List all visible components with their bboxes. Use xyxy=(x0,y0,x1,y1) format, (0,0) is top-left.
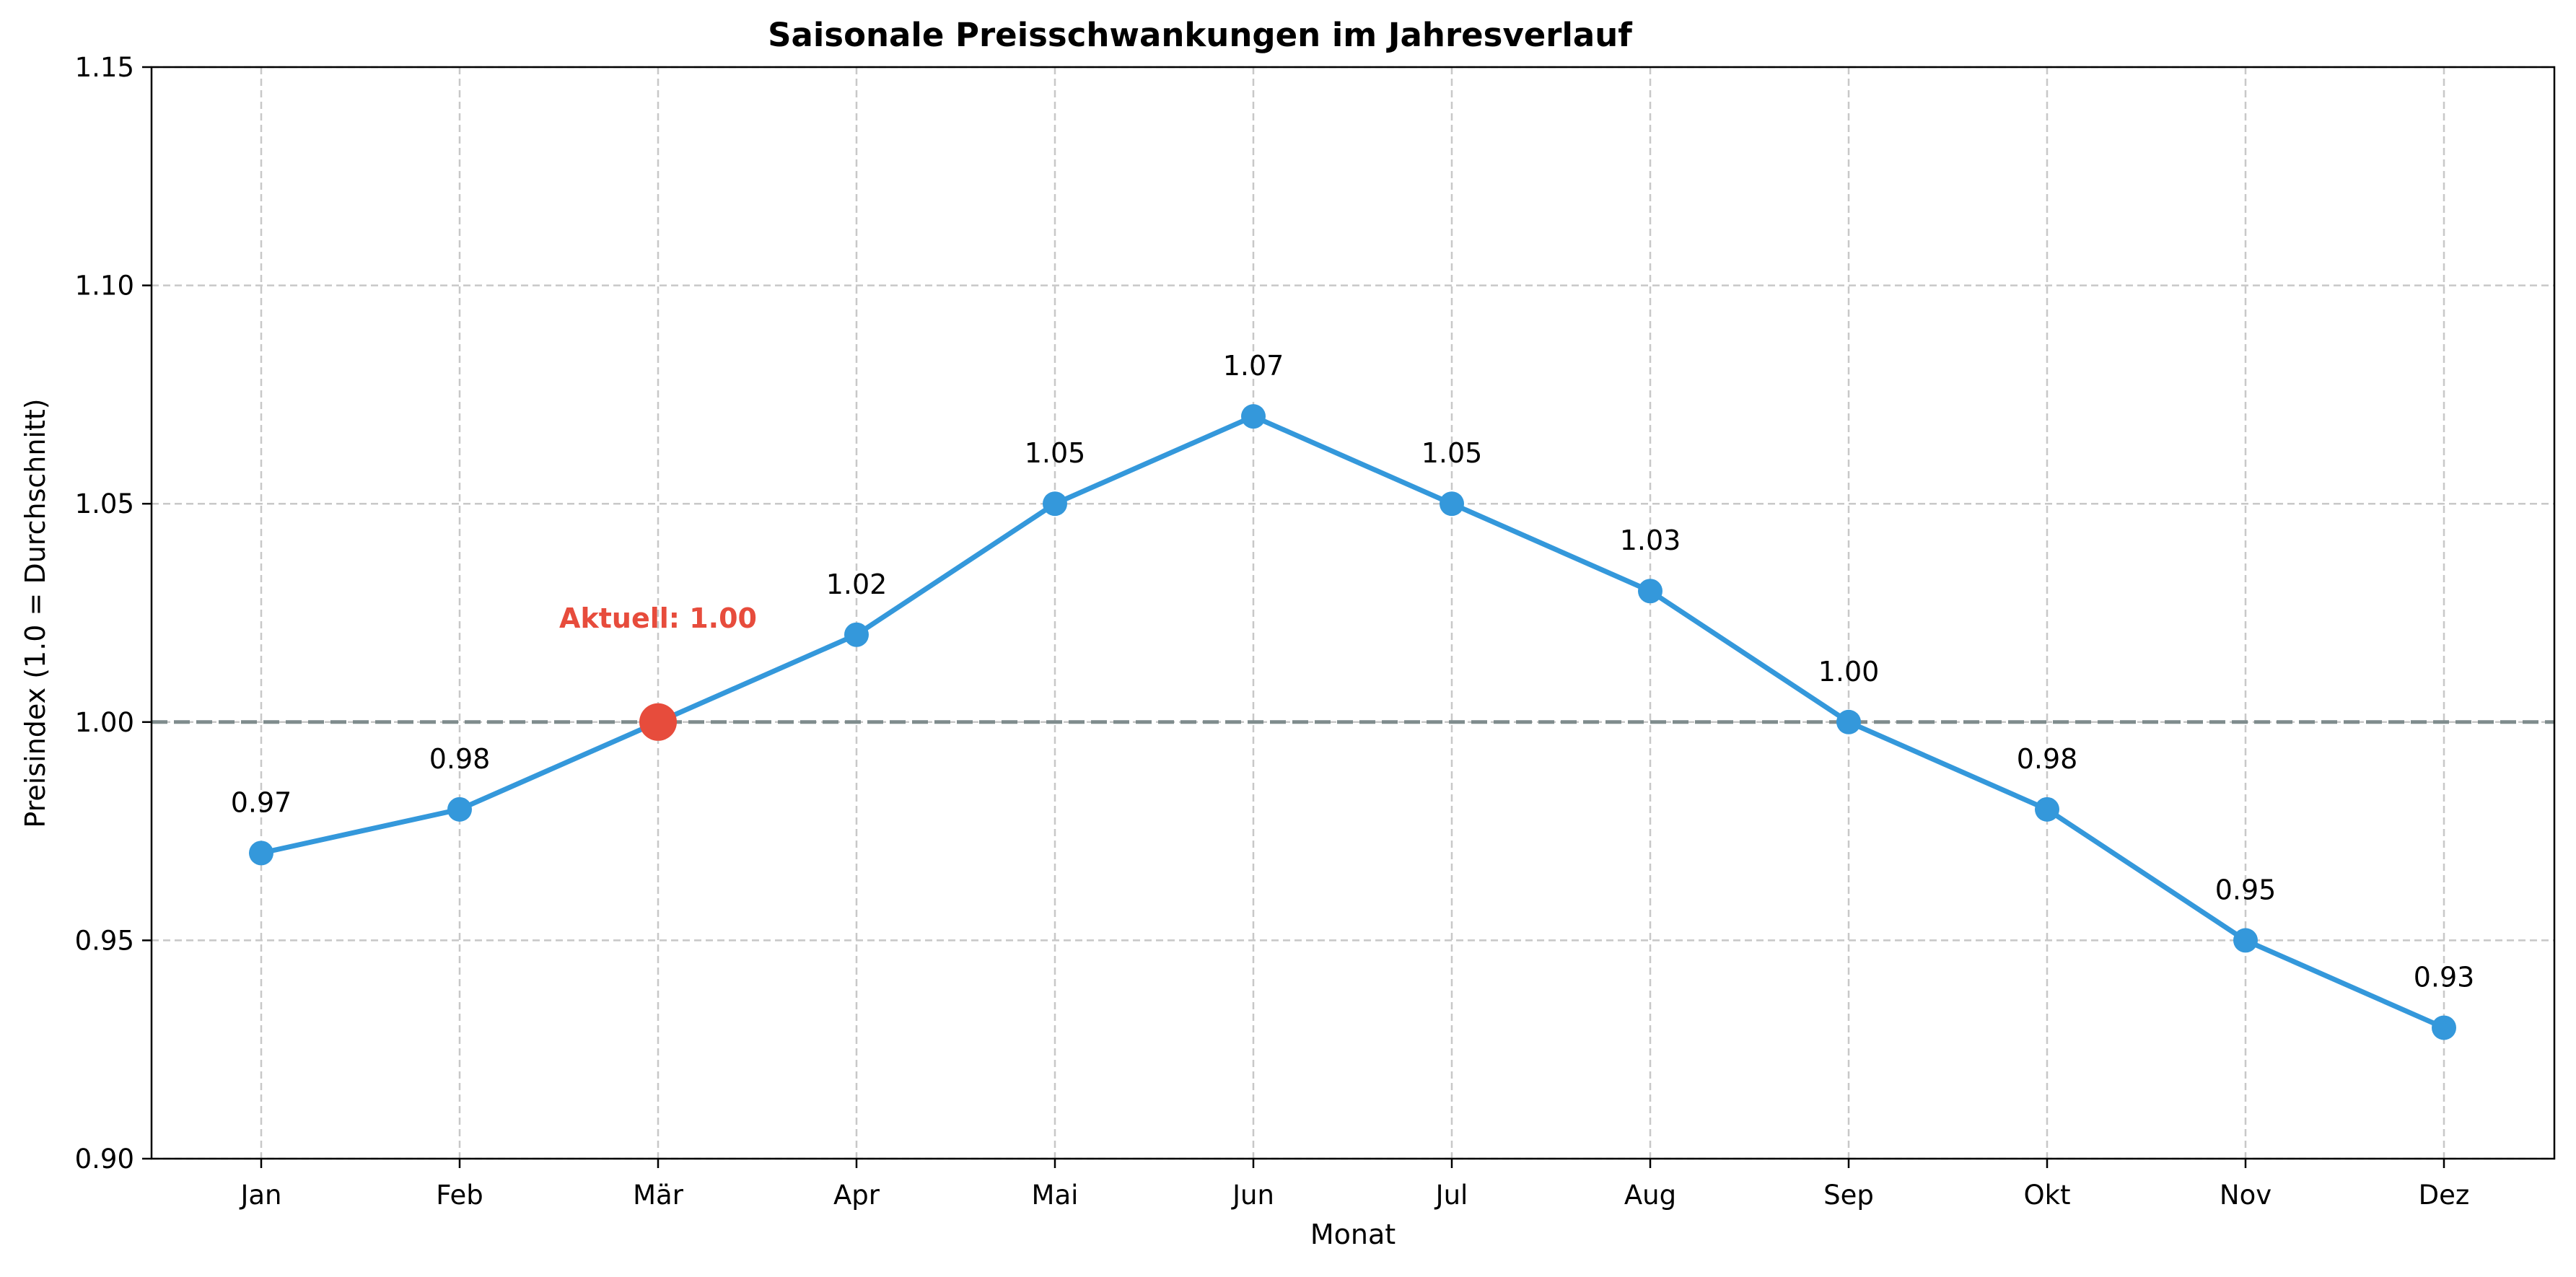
data-label: 1.00 xyxy=(1818,656,1880,688)
data-point xyxy=(1440,491,1464,517)
x-tick-label: Apr xyxy=(833,1180,880,1211)
data-label: 0.97 xyxy=(231,786,292,818)
data-point xyxy=(1836,709,1861,734)
x-axis-label: Monat xyxy=(1310,1219,1396,1250)
y-tick-label: 1.00 xyxy=(75,707,134,738)
x-tick-label: Jun xyxy=(1231,1180,1274,1211)
data-label: 1.05 xyxy=(1025,437,1086,469)
data-point xyxy=(249,841,273,866)
x-tick-label: Feb xyxy=(436,1180,483,1211)
chart-title: Saisonale Preisschwankungen im Jahresver… xyxy=(768,16,1632,54)
x-tick-label: Nov xyxy=(2220,1180,2271,1211)
axes: Jan Feb Mär Apr Mai Jun Jul Aug Sep Okt Nov Dez 0.90… xyxy=(75,52,2556,1211)
data-label: 1.02 xyxy=(826,569,888,600)
data-label: 1.03 xyxy=(1620,525,1681,556)
data-point xyxy=(2035,797,2059,822)
x-tick-label: Jul xyxy=(1434,1180,1468,1211)
highlight-label: Aktuell: 1.00 xyxy=(559,602,757,634)
data-point xyxy=(2432,1015,2456,1040)
data-point xyxy=(1241,404,1266,429)
data-labels: 0.97 0.98 1.02 1.05 1.07 1.05 1.03 1.00 0.98 0.95… xyxy=(231,350,2475,993)
y-axis-label: Preisindex (1.0 = Durchschnitt) xyxy=(19,398,51,828)
data-point xyxy=(2233,928,2258,953)
x-tick-label: Aug xyxy=(1624,1180,1676,1211)
series-line xyxy=(260,413,2445,1030)
data-point xyxy=(844,622,869,647)
plot-frame xyxy=(150,66,2556,1160)
data-label: 1.05 xyxy=(1421,437,1483,469)
data-label: 0.95 xyxy=(2215,874,2277,905)
y-tick-label: 1.05 xyxy=(75,488,134,519)
x-tick-label: Okt xyxy=(2023,1180,2070,1211)
data-label: 0.98 xyxy=(2017,743,2078,775)
x-tick-label: Mai xyxy=(1032,1180,1079,1211)
x-tick-label: Sep xyxy=(1823,1180,1874,1211)
highlight-point xyxy=(639,703,677,741)
y-tick-label: 0.95 xyxy=(75,925,134,956)
data-label: 1.07 xyxy=(1223,350,1284,382)
data-label: 0.93 xyxy=(2414,961,2475,993)
x-tick-label: Mär xyxy=(633,1180,684,1211)
data-label: 0.98 xyxy=(429,743,491,775)
x-tick-label: Dez xyxy=(2419,1180,2470,1211)
y-tick-label: 0.90 xyxy=(75,1144,134,1175)
y-tick-label: 1.10 xyxy=(75,271,134,302)
x-tick-label: Jan xyxy=(239,1180,281,1211)
data-point xyxy=(1638,579,1662,604)
y-tick-label: 1.15 xyxy=(75,52,134,83)
data-point xyxy=(1043,491,1067,517)
series-group xyxy=(249,404,2456,1040)
data-point xyxy=(447,797,472,822)
